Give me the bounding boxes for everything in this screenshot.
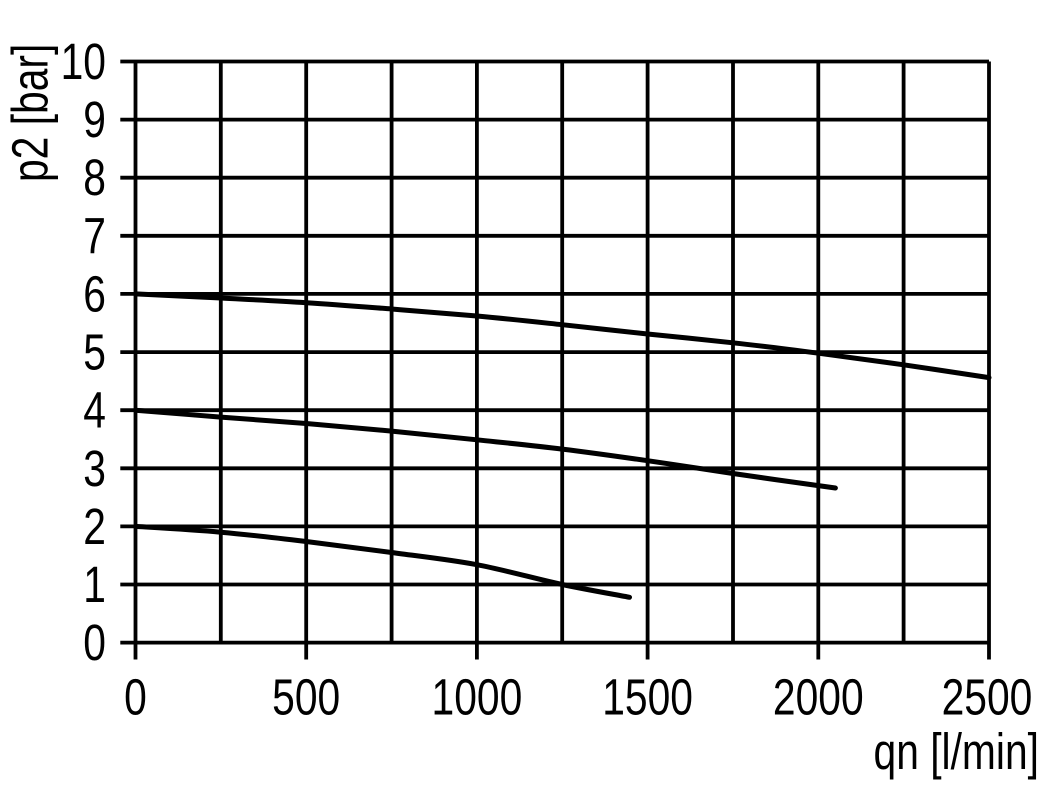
svg-text:1: 1 [83, 556, 106, 613]
svg-text:0: 0 [83, 614, 106, 671]
svg-text:10: 10 [61, 33, 106, 90]
svg-text:7: 7 [83, 207, 106, 264]
svg-text:2: 2 [83, 498, 106, 555]
svg-text:2000: 2000 [773, 668, 864, 725]
svg-text:4: 4 [83, 381, 106, 438]
svg-text:p2 [bar]: p2 [bar] [1, 44, 58, 182]
svg-text:500: 500 [272, 668, 340, 725]
svg-text:3: 3 [83, 439, 106, 496]
svg-text:0: 0 [124, 668, 147, 725]
svg-text:8: 8 [83, 149, 106, 206]
svg-text:9: 9 [83, 91, 106, 148]
svg-text:6: 6 [83, 265, 106, 322]
svg-text:1500: 1500 [602, 668, 693, 725]
svg-text:1000: 1000 [432, 668, 523, 725]
svg-text:5: 5 [83, 323, 106, 380]
svg-text:2500: 2500 [942, 668, 1033, 725]
svg-text:qn [l/min]: qn [l/min] [874, 723, 1039, 780]
